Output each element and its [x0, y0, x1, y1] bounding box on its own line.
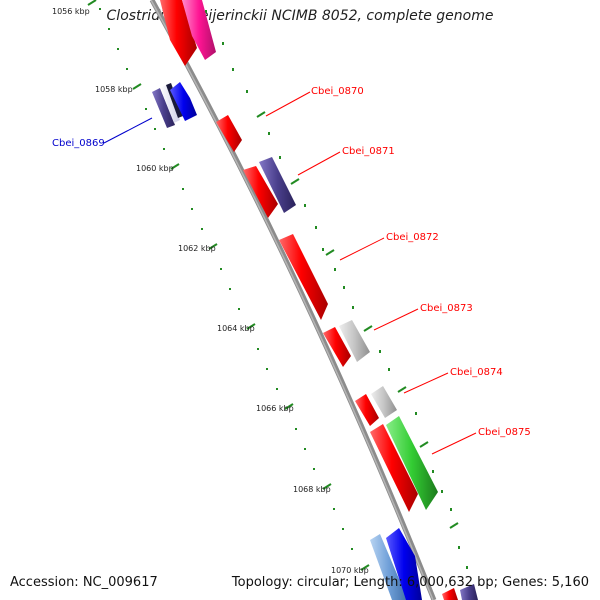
inner-major-ticks: [87, 0, 370, 571]
outer-major-ticks: [256, 111, 459, 529]
cds-top-pink: [182, 0, 216, 60]
cds-bottom-blue: [386, 528, 422, 600]
kbp-label-1064: 1064 kbp: [217, 324, 255, 333]
gene-cbei-0875: [370, 416, 438, 512]
genome-summary-text: Topology: circular; Length: 6,000,632 bp…: [231, 575, 589, 590]
cds-blue-1058: [170, 82, 197, 121]
gene-label-cbei-0873: Cbei_0873: [420, 303, 473, 314]
genome-backbone: [149, 0, 437, 600]
kbp-label-1056: 1056 kbp: [52, 7, 90, 16]
gene-label-cbei-0870: Cbei_0870: [311, 86, 364, 97]
kbp-label-1070: 1070 kbp: [331, 566, 369, 575]
gene-cbei-0871: [243, 157, 296, 218]
gene-cbei-0870: [216, 115, 242, 152]
gene-cbei-0874: [355, 386, 397, 426]
kbp-label-1066: 1066 kbp: [256, 404, 294, 413]
kbp-label-1058: 1058 kbp: [95, 85, 133, 94]
kbp-label-1062: 1062 kbp: [178, 244, 216, 253]
gene-cbei-0872: [279, 234, 328, 320]
gene-label-cbei-0875: Cbei_0875: [478, 427, 531, 438]
gene-label-cbei-0872: Cbei_0872: [386, 232, 439, 243]
gene-cbei-0869: [152, 83, 183, 128]
kbp-label-1060: 1060 kbp: [136, 164, 174, 173]
gene-label-cbei-0874: Cbei_0874: [450, 367, 503, 378]
cds-bottom-red-pink: [442, 584, 478, 600]
inner-tick-line: [99, 8, 353, 550]
kbp-label-1068: 1068 kbp: [293, 485, 331, 494]
gene-label-cbei-0871: Cbei_0871: [342, 146, 395, 157]
outer-tick-line: [205, 10, 468, 569]
accession-text: Accession: NC_009617: [10, 575, 158, 590]
gene-cbei-0873: [323, 320, 370, 367]
callout-lines: [103, 91, 477, 455]
cds-bottom-lightblue: [370, 534, 408, 600]
cds-top-red: [160, 0, 197, 66]
gene-label-cbei-0869: Cbei_0869: [52, 138, 105, 149]
